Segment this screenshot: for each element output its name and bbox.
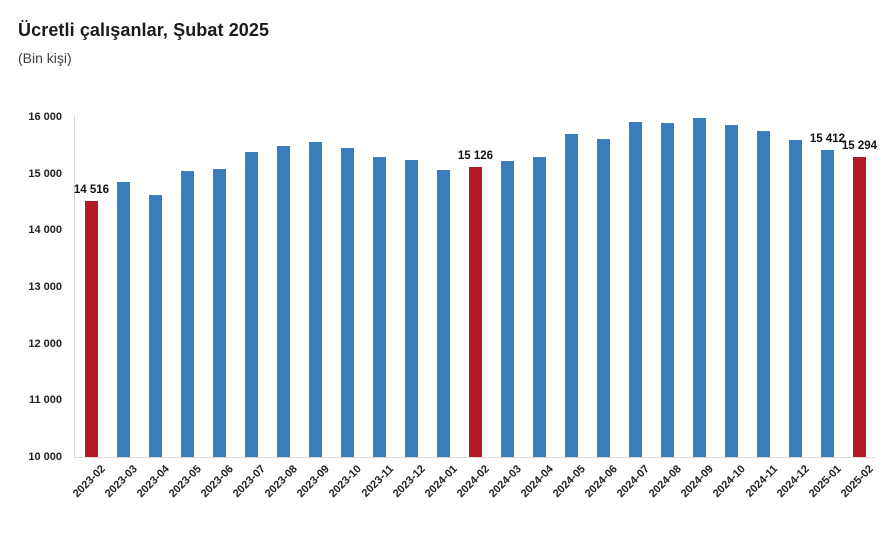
x-axis-line [74, 457, 875, 458]
x-tick-label-2024-07: 2024-07 [614, 463, 652, 501]
x-tick-label-2024-10: 2024-10 [710, 463, 748, 501]
x-tick-label-2023-03: 2023-03 [102, 463, 140, 501]
y-tick-label-10000: 10 000 [28, 451, 62, 463]
x-tick-label-2023-07: 2023-07 [230, 463, 268, 501]
x-tick-label-2024-12: 2024-12 [774, 463, 812, 501]
x-tick-label-2023-09: 2023-09 [294, 463, 332, 501]
bar-2024-05 [565, 134, 578, 457]
chart-subtitle: (Bin kişi) [18, 50, 72, 66]
bar-2023-06 [213, 168, 226, 457]
x-tick-label-2023-05: 2023-05 [166, 463, 204, 501]
x-tick-label-2024-11: 2024-11 [743, 463, 780, 500]
chart-title: Ücretli çalışanlar, Şubat 2025 [18, 20, 270, 40]
x-tick-label-2024-09: 2024-09 [678, 463, 716, 501]
bar-2024-10 [725, 124, 738, 457]
x-tick-label-2024-08: 2024-08 [646, 463, 684, 501]
bar-2024-11 [757, 131, 770, 457]
bar-2023-05 [181, 171, 194, 457]
x-tick-label-2025-01: 2025-01 [806, 463, 844, 501]
bar-2024-08 [661, 122, 674, 457]
bar-2023-07 [245, 152, 258, 457]
x-tick-label-2024-04: 2024-04 [518, 463, 556, 501]
bar-2024-07 [629, 122, 642, 457]
x-tick-label-2023-11: 2023-11 [359, 463, 396, 500]
bar-2023-08 [277, 146, 290, 457]
bar-2023-10 [341, 148, 354, 457]
bar-2025-01 [821, 150, 834, 457]
x-tick-label-2024-06: 2024-06 [582, 463, 620, 501]
y-tick-label-13000: 13 000 [28, 281, 62, 293]
y-tick-label-14000: 14 000 [28, 224, 62, 237]
bar-2024-03 [501, 160, 514, 457]
x-tick-label-2023-02: 2023-02 [70, 463, 108, 501]
x-tick-label-2023-10: 2023-10 [326, 463, 364, 501]
y-tick-label-15000: 15 000 [28, 167, 62, 180]
y-axis-line [74, 115, 75, 457]
value-label-2025-02: 15 294 [841, 140, 878, 152]
x-tick-label-2024-03: 2024-03 [486, 463, 524, 501]
x-tick-label-2023-06: 2023-06 [198, 463, 236, 501]
bar-2024-02 [469, 166, 482, 457]
value-label-2024-02: 15 126 [457, 149, 494, 162]
x-tick-label-2024-02: 2024-02 [454, 463, 492, 501]
y-tick-label-16000: 16 000 [28, 111, 62, 123]
bar-2023-09 [309, 141, 322, 457]
bar-2023-03 [117, 182, 130, 457]
bar-2023-11 [373, 156, 386, 457]
bar-2024-09 [693, 118, 706, 457]
x-tick-label-2023-04: 2023-04 [134, 463, 172, 501]
x-tick-label-2023-08: 2023-08 [262, 463, 300, 501]
bar-2023-04 [149, 195, 162, 457]
y-tick-label-12000: 12 000 [28, 337, 62, 350]
bar-2023-02 [85, 201, 98, 457]
x-tick-label-2023-12: 2023-12 [390, 463, 428, 501]
x-tick-label-2025-02: 2025-02 [838, 463, 876, 501]
value-label-2025-01: 15 412 [809, 133, 846, 146]
y-tick-label-11000: 11 000 [28, 394, 62, 407]
bar-2024-12 [789, 140, 802, 457]
bar-2024-04 [533, 156, 546, 457]
value-label-2023-02: 14 516 [73, 184, 110, 197]
bar-2025-02 [853, 157, 866, 457]
bar-2024-06 [597, 139, 610, 457]
bar-2023-12 [405, 159, 418, 457]
bar-2024-01 [437, 169, 450, 457]
x-tick-label-2024-05: 2024-05 [550, 463, 588, 501]
x-tick-label-2024-01: 2024-01 [422, 463, 460, 501]
